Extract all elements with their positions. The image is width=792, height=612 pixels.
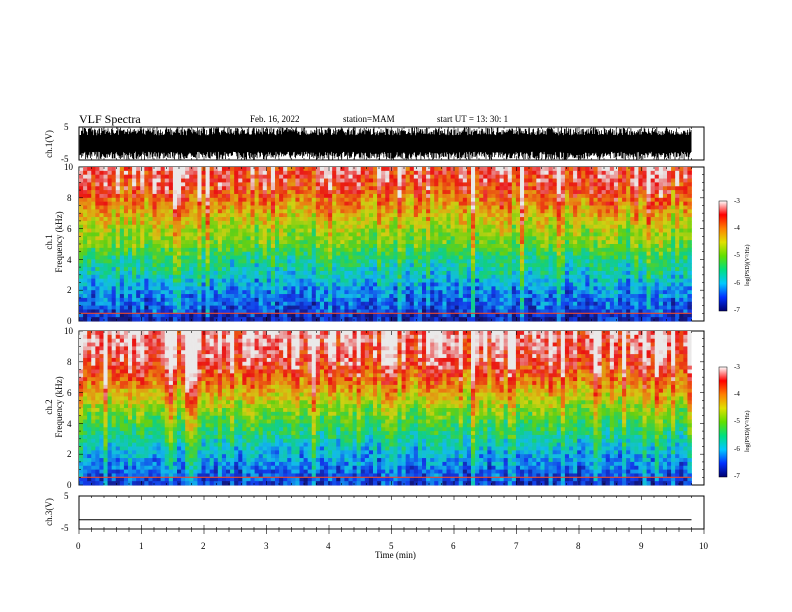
ch3-wave-frame	[78, 495, 705, 530]
ch1-waveform	[79, 127, 692, 160]
date-label: Feb. 16, 2022	[250, 114, 300, 124]
start-time-label: start UT = 13: 30: 1	[437, 114, 509, 124]
station-label: station=MAM	[343, 114, 395, 124]
ch1-waveform-trace	[79, 127, 692, 160]
ch1-spectrogram	[79, 167, 692, 322]
chart-title: VLF Spectra	[79, 112, 141, 126]
